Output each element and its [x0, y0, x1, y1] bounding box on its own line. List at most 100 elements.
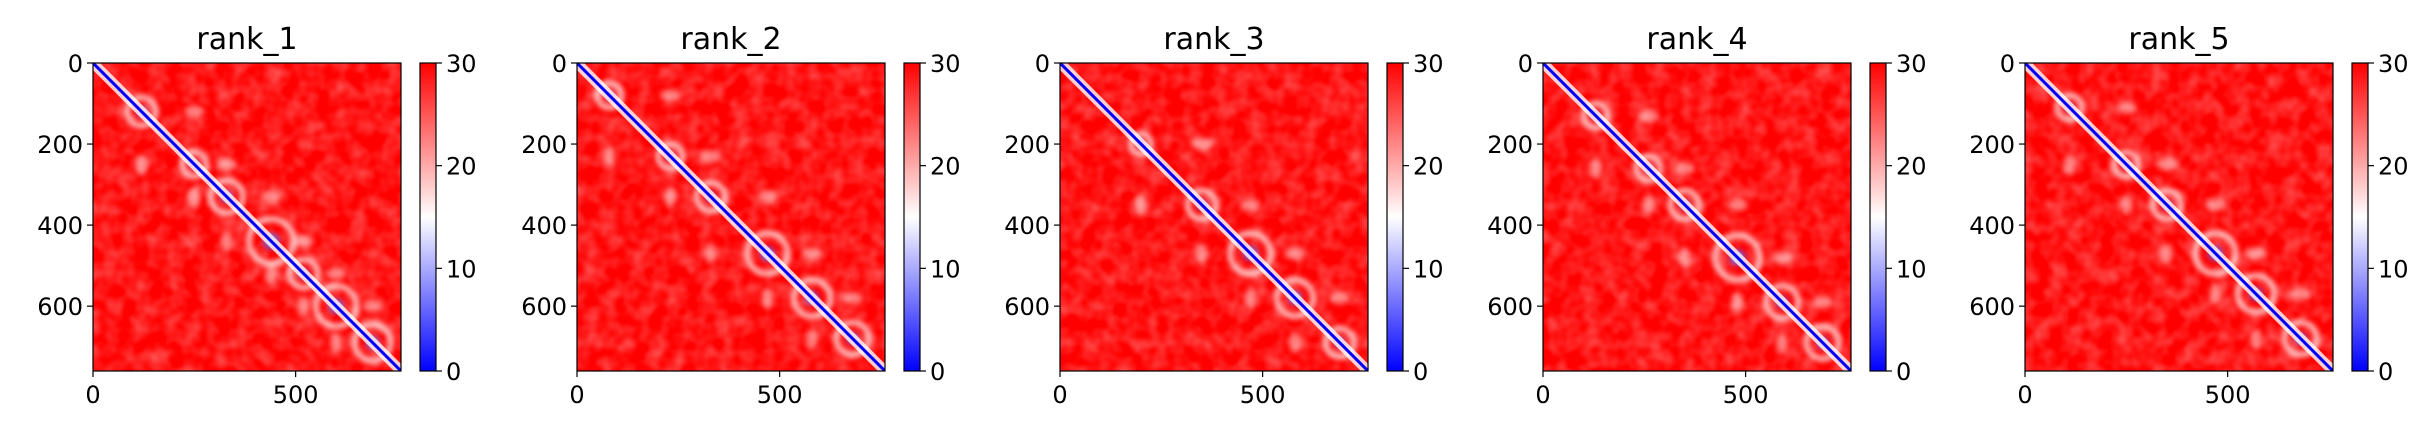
y-tick-label: 200 [1004, 131, 1050, 159]
colorbar [903, 62, 921, 372]
x-tick-label: 0 [2017, 381, 2032, 409]
y-tick-label: 0 [552, 50, 567, 78]
offdiag-contact [1289, 332, 1302, 353]
offdiag-contact [326, 267, 347, 280]
y-tick-label: 600 [37, 293, 83, 321]
offdiag-contact [2246, 247, 2266, 260]
colorbar-tick-label: 30 [2378, 50, 2409, 78]
contact-ring [1633, 153, 1664, 184]
offdiag-contact [1244, 288, 1257, 309]
contact-ring [2235, 273, 2277, 315]
x-tick-label: 0 [569, 381, 584, 409]
contact-ring [287, 257, 321, 291]
contact-ring [694, 180, 728, 214]
contact-ring [655, 141, 685, 171]
panel-title: rank_2 [680, 22, 781, 57]
y-tick-label: 600 [521, 293, 567, 321]
offdiag-contact [1638, 109, 1659, 122]
offdiag-contact [1772, 251, 1793, 264]
diagonal-line [1060, 63, 1368, 371]
colorbar-tick-label: 30 [1413, 50, 1444, 78]
offdiag-contact [1240, 198, 1261, 211]
x-tick-label: 0 [1535, 381, 1550, 409]
offdiag-contact [1191, 138, 1212, 151]
offdiag-contact [2290, 288, 2311, 300]
contact-ring [833, 319, 872, 358]
colorbar-tick-label: 10 [1896, 255, 1927, 283]
y-tick-label: 0 [1035, 50, 1050, 78]
diagonal-line [2025, 63, 2333, 371]
y-tick-label: 400 [1487, 212, 1533, 240]
colorbar-tick-label: 10 [930, 255, 961, 283]
colorbar-tick-label: 0 [930, 358, 945, 386]
offdiag-contact [1642, 194, 1655, 215]
colorbar-tick-label: 10 [446, 255, 477, 283]
contact-ring [1274, 277, 1316, 319]
diagonal-line [1543, 63, 1851, 371]
offdiag-contact [362, 300, 383, 313]
x-tick-label: 500 [1240, 381, 1286, 409]
colorbar-tick-label: 0 [446, 358, 461, 386]
y-tick-label: 200 [1487, 131, 1533, 159]
contact-ring [351, 321, 394, 364]
panel-title: rank_5 [2128, 22, 2229, 57]
y-tick-label: 0 [68, 50, 83, 78]
contact-ring [1322, 325, 1357, 360]
offdiag-contact [1329, 292, 1350, 305]
heatmap-5 [2025, 63, 2333, 371]
contact-ring [124, 94, 159, 129]
colorbar-tick-label: 20 [1896, 153, 1927, 181]
offdiag-contact [1678, 247, 1691, 268]
panel-2: rank_2 0 200 400 600 0 500 0 10 20 30 [521, 22, 960, 409]
panel-title: rank_4 [1646, 22, 1747, 57]
contact-ring [1185, 188, 1219, 222]
diagonal-line [577, 63, 885, 371]
contact-ring [1128, 131, 1154, 157]
offdiag-contact [1195, 243, 1208, 264]
offdiag-contact [1285, 247, 1306, 260]
colorbar-tick-label: 10 [2378, 255, 2409, 283]
contact-ring [1668, 188, 1702, 222]
offdiag-contact [297, 296, 310, 317]
colorbar-tick-label: 20 [446, 153, 477, 181]
y-tick-label: 600 [1969, 293, 2015, 321]
y-tick-label: 400 [1004, 212, 1050, 240]
colorbar-tick-label: 30 [1896, 50, 1927, 78]
y-tick-label: 400 [521, 212, 567, 240]
offdiag-contact [1589, 158, 1602, 179]
offdiag-contact [700, 150, 721, 163]
panel-1: rank_1 0 200 400 600 0 500 0 10 20 30 [37, 22, 476, 409]
offdiag-contact [1674, 162, 1695, 175]
contact-ring [179, 149, 209, 179]
offdiag-contact [2063, 154, 2076, 175]
y-tick-label: 0 [1518, 50, 1533, 78]
y-tick-label: 600 [1487, 293, 1533, 321]
offdiag-contact [1776, 332, 1789, 353]
contact-ring [594, 80, 625, 111]
offdiag-contact [184, 105, 205, 118]
contact-ring [744, 230, 791, 277]
y-tick-label: 200 [521, 131, 567, 159]
offdiag-contact [2156, 158, 2177, 171]
axes-frame [92, 62, 402, 372]
contact-ring [208, 178, 246, 216]
x-tick-label: 500 [1723, 381, 1769, 409]
offdiag-contact [802, 247, 823, 260]
colorbar [419, 62, 437, 372]
offdiag-contact [842, 292, 863, 305]
contact-ring [791, 277, 833, 319]
contact-ring [1803, 323, 1842, 362]
x-tick-label: 0 [1052, 381, 1067, 409]
x-tick-label: 500 [2205, 381, 2251, 409]
offdiag-contact [1727, 198, 1748, 211]
contact-ring [1581, 101, 1611, 131]
axes-frame [2024, 62, 2334, 372]
colorbar-tick-label: 20 [1413, 153, 1444, 181]
offdiag-contact [2250, 328, 2262, 349]
panel-3: rank_3 0 200 400 600 0 500 0 10 20 30 [1004, 22, 1443, 409]
offdiag-contact [660, 89, 681, 102]
x-tick-label: 500 [273, 381, 319, 409]
colorbar-tick-label: 0 [1896, 358, 1911, 386]
y-tick-label: 200 [1969, 131, 2015, 159]
colorbar-tick-label: 30 [930, 50, 961, 78]
